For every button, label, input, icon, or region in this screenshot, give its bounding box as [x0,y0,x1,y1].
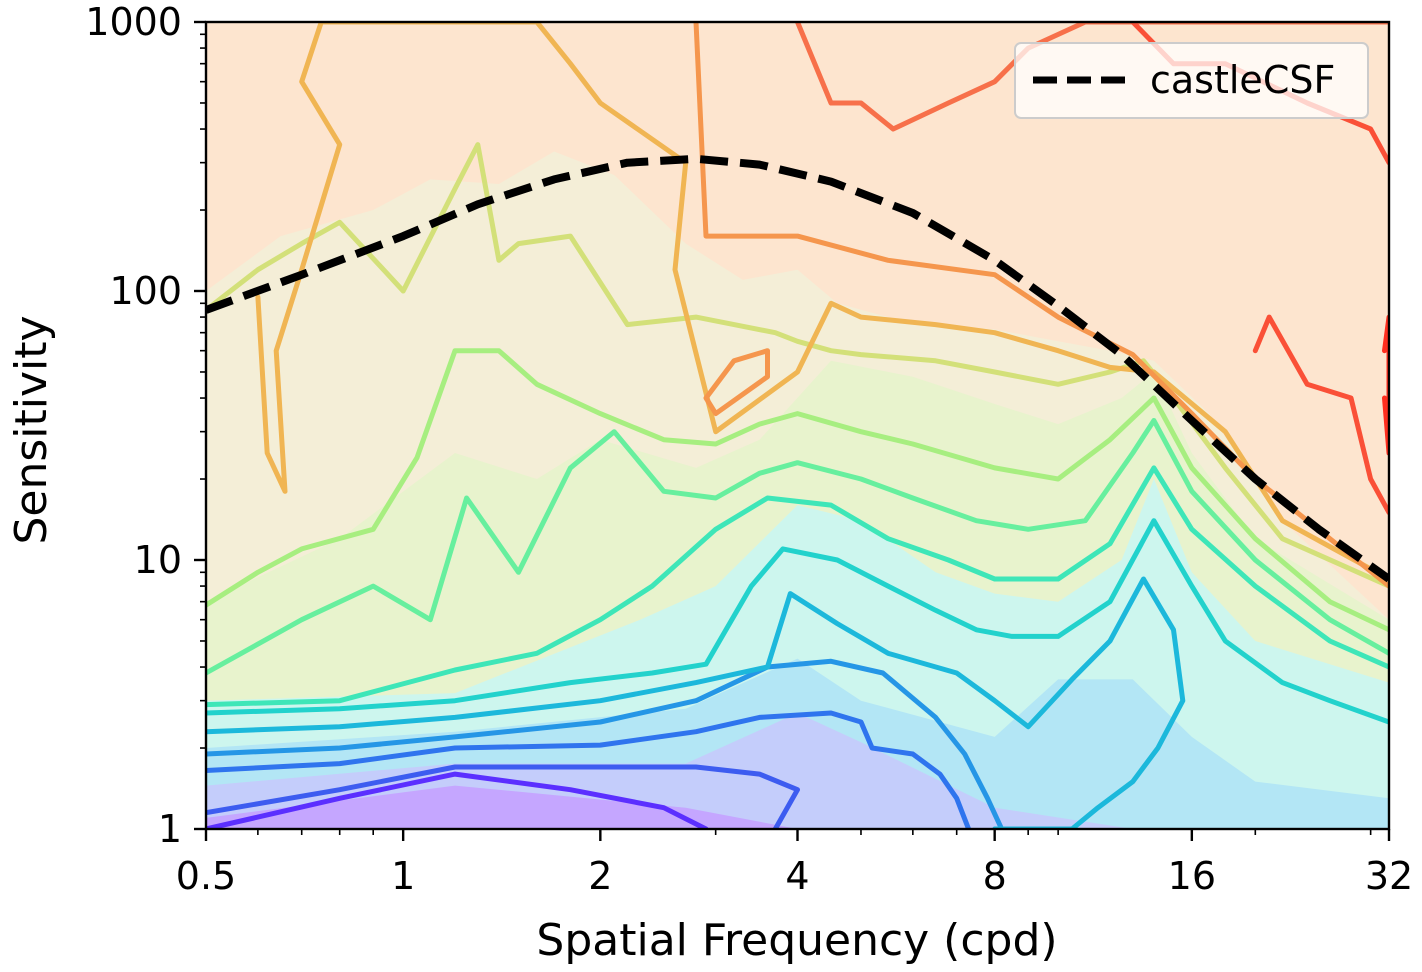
y-tick-label: 1 [158,807,182,851]
contour-line-3 [206,658,1005,829]
contour-line-6 [206,465,1389,708]
contour-line-8 [206,348,1389,633]
y-axis-label: Sensitivity [6,315,57,544]
x-tick-label: 4 [785,854,809,898]
x-tick-label: 1 [391,854,415,898]
x-tick-label: 8 [983,854,1007,898]
contour-line-4 [206,576,1186,829]
contour-line-2 [206,710,972,829]
x-tick-label: 16 [1168,854,1216,898]
x-tick-label: 0.5 [176,854,236,898]
contour-line-0 [206,771,709,829]
contour-line-15 [1252,314,1389,516]
y-axis: 1 10 100 1000 [85,0,206,851]
legend: castleCSF [1014,42,1369,119]
contour-line-10 [255,22,1389,582]
contour-line-layer [206,22,1389,829]
contour-line-13 [795,22,1389,132]
series-layer [206,154,1389,583]
contour-band-6 [206,785,1389,829]
legend-box [1014,42,1369,119]
contour-line-5 [206,518,1389,725]
contour-line-7 [206,418,1389,676]
x-axis: 0.5 1 2 4 8 16 32 [176,829,1413,898]
x-axis-label: Spatial Frequency (cpd) [536,915,1057,966]
contour-line-11 [703,348,770,417]
legend-label-castlecsf: castleCSF [1150,58,1335,102]
contour-line-1 [206,764,800,829]
y-tick-label: 100 [109,269,182,313]
y-tick-label: 1000 [85,0,182,44]
contour-line-16 [1382,314,1389,456]
series-line-castlecsf [206,154,1389,583]
y-tick-label: 10 [134,538,182,582]
x-tick-label: 32 [1365,854,1413,898]
x-tick-label: 2 [588,854,612,898]
